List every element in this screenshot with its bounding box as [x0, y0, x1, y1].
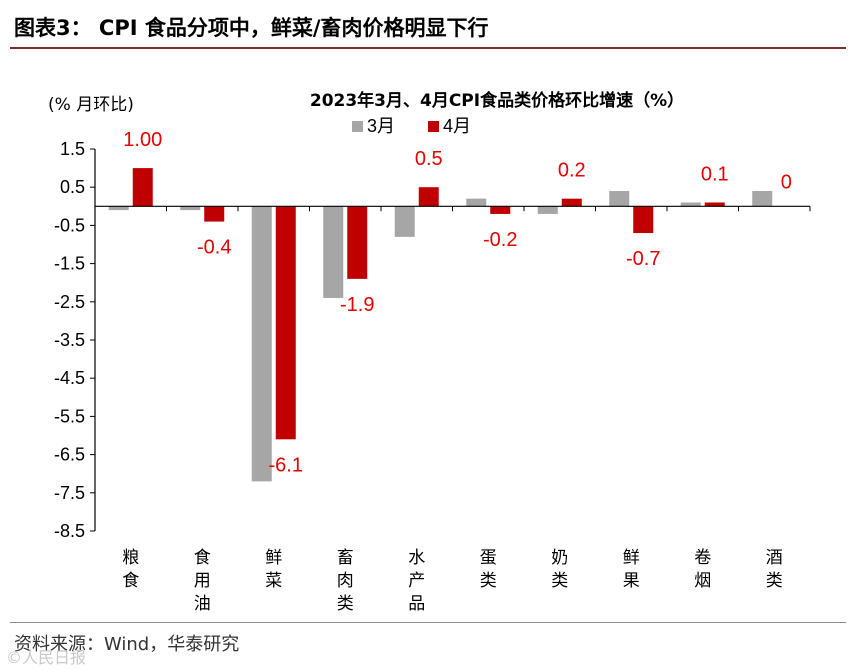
- x-tick-label: 肉: [337, 571, 354, 591]
- bar-march: [180, 206, 201, 211]
- bar-march: [323, 206, 344, 298]
- bar-april: [633, 206, 654, 234]
- data-label: 0: [781, 171, 792, 193]
- bar-march: [752, 191, 773, 207]
- data-label: 0.1: [701, 163, 729, 185]
- data-label: -6.1: [269, 454, 303, 476]
- x-tick-label: 类: [766, 571, 783, 591]
- x-tick-label: 类: [480, 571, 497, 591]
- figure-title: 图表3： CPI 食品分项中，鲜菜/畜肉价格明显下行: [14, 16, 489, 40]
- x-tick-label: 奶: [551, 548, 568, 568]
- bar-april: [561, 198, 582, 207]
- x-tick-label: 菜: [265, 571, 282, 591]
- y-tick-label: -3.5: [54, 330, 85, 350]
- legend-label-1: 3月: [367, 116, 395, 136]
- bar-march: [251, 206, 272, 482]
- bar-march: [609, 191, 630, 207]
- legend-swatch-1: [352, 121, 363, 132]
- y-tick-label: 1.5: [60, 139, 85, 159]
- bar-march: [108, 206, 129, 211]
- y-tick-label: -6.5: [54, 445, 85, 465]
- data-label: -0.7: [626, 248, 660, 270]
- x-tick-label: 畜: [337, 548, 354, 568]
- x-tick-label: 鲜: [623, 548, 640, 568]
- x-tick-label: 鲜: [265, 548, 282, 568]
- x-tick-label: 类: [337, 594, 354, 614]
- bar-april: [132, 168, 153, 207]
- title-divider: [10, 47, 846, 49]
- x-tick-label: 油: [194, 594, 211, 614]
- bar-march: [394, 206, 415, 237]
- x-tick-label: 食: [194, 548, 211, 568]
- bar-march: [680, 202, 701, 207]
- y-tick-label: -5.5: [54, 406, 85, 426]
- x-tick-label: 粮: [122, 548, 139, 568]
- watermark-logo: ©人民日报: [6, 648, 87, 667]
- bar-april: [204, 206, 225, 222]
- y-tick-label: 0.5: [60, 177, 85, 197]
- y-tick-label: -1.5: [54, 254, 85, 274]
- legend-label-2: 4月: [443, 116, 471, 136]
- x-tick-label: 类: [551, 571, 568, 591]
- y-tick-label: -4.5: [54, 368, 85, 388]
- bar-march: [466, 198, 487, 207]
- data-label: -0.4: [197, 237, 231, 259]
- y-tick-label: -8.5: [54, 521, 85, 541]
- data-label: 1.00: [123, 129, 162, 151]
- y-tick-label: -7.5: [54, 483, 85, 503]
- bar-april: [275, 206, 296, 440]
- x-tick-label: 食: [122, 571, 139, 591]
- x-tick-label: 产: [408, 571, 425, 591]
- x-tick-label: 果: [623, 571, 640, 591]
- y-tick-label: -0.5: [54, 215, 85, 235]
- x-tick-label: 蛋: [480, 548, 497, 568]
- data-label: -1.9: [340, 294, 374, 316]
- bar-april: [347, 206, 368, 279]
- chart-title: 2023年3月、4月CPI食品类价格环比增速（%）: [310, 90, 684, 111]
- x-tick-label: 用: [194, 571, 211, 591]
- x-tick-label: 品: [408, 594, 425, 614]
- data-label: -0.2: [483, 229, 517, 251]
- x-tick-label: 酒: [766, 548, 783, 568]
- footer-divider: [10, 622, 846, 623]
- y-tick-label: -2.5: [54, 292, 85, 312]
- x-tick-label: 水: [408, 548, 425, 568]
- data-label: 0.2: [558, 160, 586, 182]
- y-axis-label: (% 月环比): [48, 95, 134, 115]
- bar-april: [418, 187, 439, 207]
- data-label: 0.5: [415, 148, 443, 170]
- source-note: 资料来源：Wind，华泰研究: [14, 634, 240, 655]
- bar-march: [537, 206, 558, 214]
- x-tick-label: 卷: [694, 548, 711, 568]
- bar-april: [490, 206, 511, 214]
- bar-april: [704, 202, 725, 207]
- legend-swatch-2: [428, 121, 439, 132]
- x-tick-label: 烟: [694, 571, 711, 591]
